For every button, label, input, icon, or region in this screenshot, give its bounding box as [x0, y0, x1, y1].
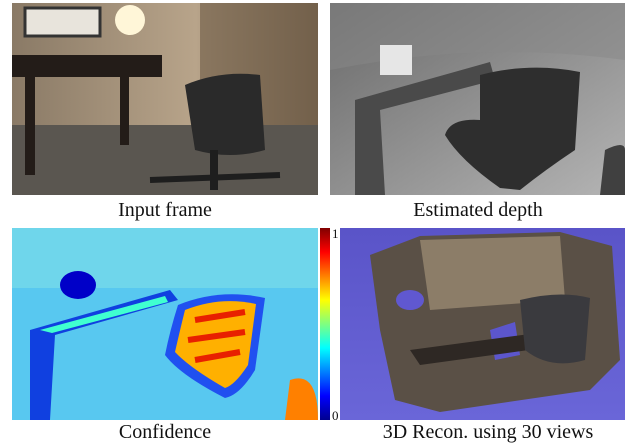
reconstruction-image: [340, 228, 625, 420]
caption: Confidence: [119, 421, 211, 443]
colorbar-bottom-label: 0: [332, 408, 339, 423]
confidence-image: [12, 228, 318, 420]
colorbar-top-label: 1: [332, 226, 339, 241]
input-frame-image: [12, 3, 318, 195]
depth-image: [330, 3, 625, 195]
caption: Estimated depth: [413, 199, 542, 221]
caption: 3D Recon. using 30 views: [383, 421, 594, 443]
colorbar: [320, 228, 330, 420]
caption: Input frame: [118, 199, 212, 221]
